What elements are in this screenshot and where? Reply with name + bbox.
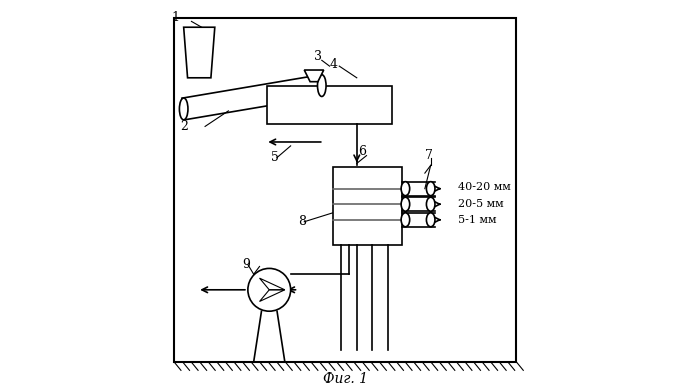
Ellipse shape	[426, 213, 435, 227]
Ellipse shape	[248, 268, 290, 311]
Ellipse shape	[426, 182, 435, 196]
Ellipse shape	[401, 197, 410, 211]
Text: 8: 8	[298, 215, 306, 228]
Text: 20-5 мм: 20-5 мм	[458, 199, 503, 209]
Polygon shape	[184, 27, 215, 78]
Text: 5-1 мм: 5-1 мм	[458, 215, 496, 225]
Bar	[174, 18, 517, 362]
Text: 5: 5	[271, 151, 279, 164]
Text: 6: 6	[359, 145, 366, 158]
Text: 1: 1	[172, 11, 180, 24]
Polygon shape	[304, 70, 324, 82]
Text: 9: 9	[242, 258, 250, 271]
Ellipse shape	[179, 98, 188, 120]
Ellipse shape	[426, 197, 435, 211]
Text: 3: 3	[314, 50, 322, 63]
Text: 40-20 мм: 40-20 мм	[458, 182, 511, 193]
Ellipse shape	[401, 213, 410, 227]
Bar	[267, 86, 392, 124]
Ellipse shape	[318, 75, 326, 96]
Bar	[334, 167, 401, 245]
Ellipse shape	[401, 182, 410, 196]
Text: 4: 4	[329, 58, 337, 71]
Text: 2: 2	[180, 120, 188, 133]
Text: Фиг. 1: Фиг. 1	[322, 372, 368, 386]
Text: 7: 7	[425, 149, 433, 162]
